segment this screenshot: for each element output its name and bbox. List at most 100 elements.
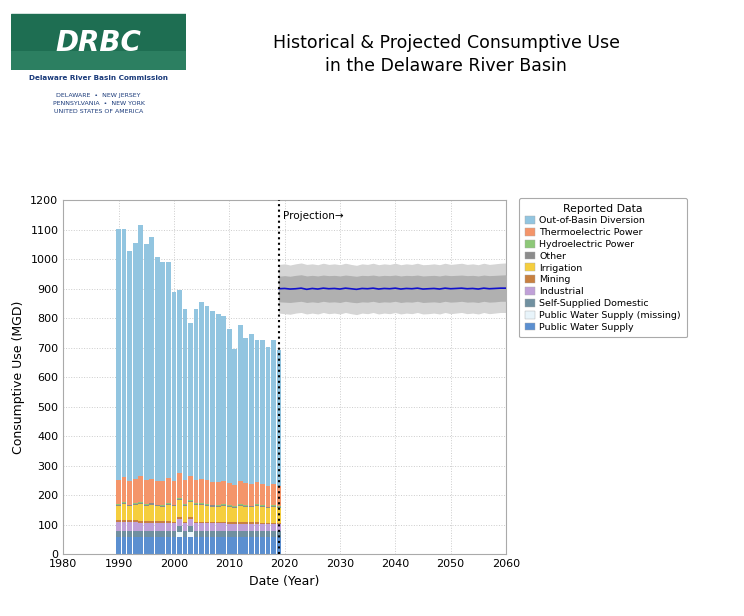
Text: Historical & Projected Consumptive Use
in the Delaware River Basin: Historical & Projected Consumptive Use i… <box>273 34 620 76</box>
Bar <box>193 523 199 531</box>
Bar <box>166 262 170 478</box>
Bar <box>172 537 176 554</box>
Bar <box>161 481 165 505</box>
Bar <box>155 257 160 482</box>
Bar <box>144 531 149 537</box>
Bar <box>266 347 270 486</box>
Bar <box>161 506 165 507</box>
Bar <box>138 531 143 537</box>
Bar <box>271 537 276 554</box>
Bar <box>166 522 170 531</box>
Bar <box>161 522 165 531</box>
Bar <box>216 522 220 524</box>
Bar <box>254 531 259 537</box>
Bar <box>150 521 154 522</box>
Text: Delaware River Basin Commission: Delaware River Basin Commission <box>29 75 168 81</box>
Bar <box>249 506 254 508</box>
Bar <box>161 521 165 522</box>
Bar <box>277 507 281 508</box>
Bar <box>266 537 270 554</box>
Bar <box>271 507 276 522</box>
Bar <box>116 480 121 504</box>
Bar <box>188 477 193 500</box>
Bar <box>260 537 265 554</box>
Bar <box>199 302 204 479</box>
Bar <box>260 506 265 507</box>
Bar <box>133 479 138 503</box>
Bar <box>177 290 182 473</box>
Bar <box>193 504 199 505</box>
Bar <box>116 522 121 531</box>
Bar <box>227 506 231 507</box>
Bar <box>122 537 126 554</box>
Bar <box>155 505 160 506</box>
Bar <box>205 537 210 554</box>
Bar <box>254 537 259 554</box>
Bar <box>193 522 199 523</box>
Bar <box>254 506 259 522</box>
Bar <box>277 523 281 524</box>
Bar <box>266 531 270 537</box>
Bar <box>166 505 170 521</box>
Bar <box>127 506 132 521</box>
Bar <box>249 522 254 524</box>
Bar <box>122 531 126 537</box>
Bar <box>243 507 248 522</box>
Text: DELAWARE  •  NEW JERSEY: DELAWARE • NEW JERSEY <box>57 92 141 98</box>
Bar <box>243 524 248 531</box>
Bar <box>144 522 149 531</box>
Bar <box>238 325 243 481</box>
Bar <box>216 524 220 531</box>
Bar <box>227 537 231 554</box>
Bar <box>172 505 176 506</box>
Bar <box>172 506 176 522</box>
Bar <box>254 522 259 524</box>
Bar <box>266 486 270 506</box>
Bar <box>116 505 121 506</box>
Bar <box>254 505 259 506</box>
Bar <box>116 531 121 537</box>
Bar <box>277 531 281 537</box>
Bar <box>166 521 170 522</box>
Bar <box>144 506 149 521</box>
Bar <box>150 537 154 554</box>
Bar <box>133 522 138 531</box>
Bar <box>122 505 126 521</box>
Bar <box>133 505 138 521</box>
Bar <box>205 506 210 522</box>
Bar <box>188 526 193 532</box>
Bar <box>172 292 176 481</box>
Bar <box>138 225 143 476</box>
Bar <box>155 537 160 554</box>
Bar <box>138 504 143 521</box>
X-axis label: Date (Year): Date (Year) <box>249 575 320 588</box>
Bar <box>199 531 204 537</box>
Bar <box>260 531 265 537</box>
Bar <box>238 505 243 506</box>
Bar <box>271 339 276 484</box>
FancyBboxPatch shape <box>11 14 186 71</box>
Bar <box>254 341 259 482</box>
Bar <box>182 522 187 523</box>
Bar <box>127 522 132 531</box>
Bar <box>243 537 248 554</box>
Bar <box>138 476 143 502</box>
Bar <box>211 310 215 482</box>
Bar <box>116 537 121 554</box>
Bar <box>155 522 160 531</box>
Bar <box>277 486 281 506</box>
FancyBboxPatch shape <box>11 70 186 86</box>
Bar <box>188 501 193 502</box>
Bar <box>243 522 248 524</box>
Bar <box>133 504 138 505</box>
Bar <box>232 522 237 524</box>
Bar <box>138 521 143 522</box>
Bar <box>122 229 126 477</box>
Bar <box>144 521 149 522</box>
Bar <box>188 532 193 537</box>
Bar <box>150 531 154 537</box>
Bar <box>254 524 259 531</box>
Bar <box>216 507 220 522</box>
Bar <box>144 480 149 504</box>
Bar <box>205 505 210 506</box>
